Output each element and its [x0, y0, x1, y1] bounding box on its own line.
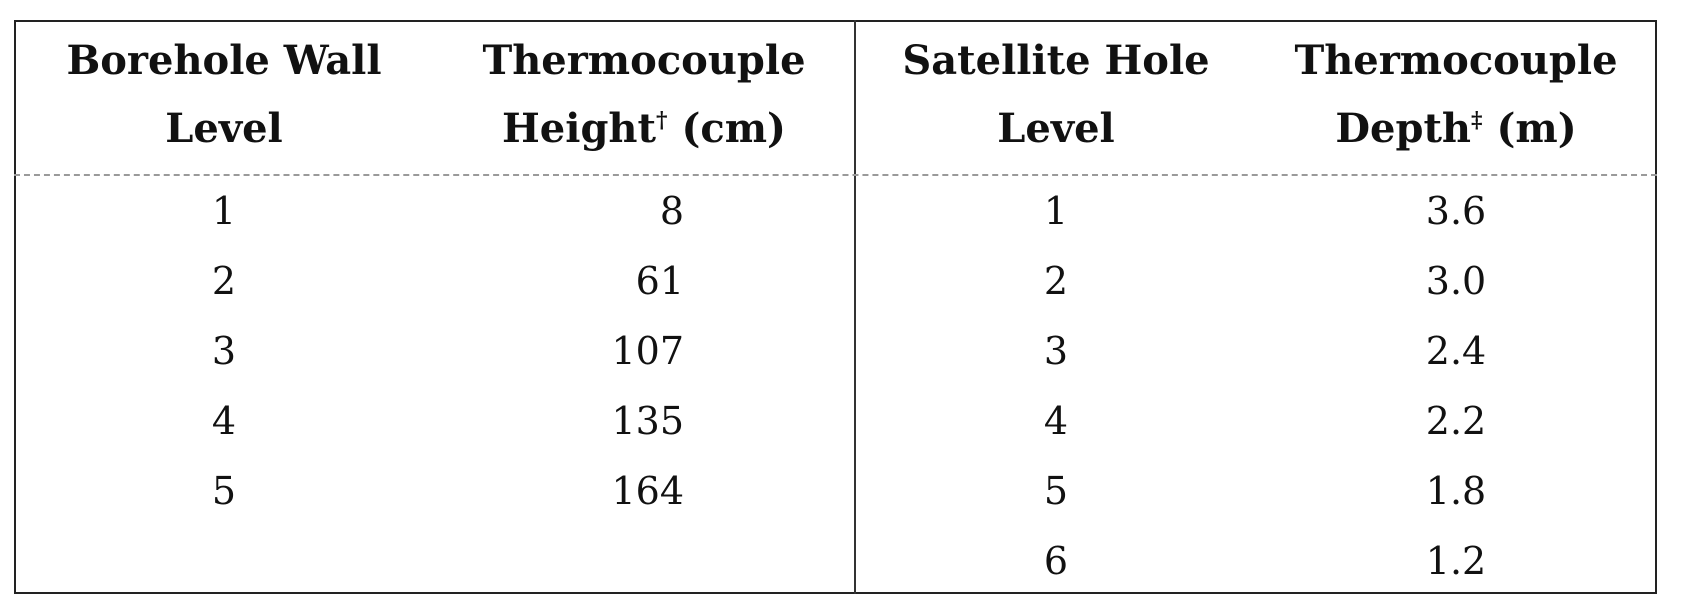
- right-depth-1: 3.6: [1425, 189, 1487, 233]
- header-depth-label: Depth: [1335, 105, 1472, 152]
- column-divider: [854, 20, 856, 594]
- right-depth-4: 2.2: [1425, 399, 1487, 443]
- header-rule: [14, 174, 1657, 176]
- right-depth-6: 1.2: [1425, 539, 1487, 583]
- left-height-4: 135: [611, 399, 684, 443]
- left-level-3: 3: [211, 329, 237, 373]
- header-thermocouple-right: Thermocouple: [1294, 37, 1618, 84]
- header-level-left: Level: [165, 105, 283, 152]
- table-frame: [14, 20, 1657, 594]
- right-level-3: 3: [1043, 329, 1069, 373]
- right-depth-3: 2.4: [1425, 329, 1487, 373]
- header-borehole-wall: Borehole Wall: [66, 37, 382, 84]
- left-height-1: 8: [659, 189, 684, 233]
- header-level-right: Level: [997, 105, 1115, 152]
- left-level-2: 2: [211, 259, 237, 303]
- left-height-3: 107: [611, 329, 684, 373]
- right-level-2: 2: [1043, 259, 1069, 303]
- dagger-mark: †: [655, 107, 668, 134]
- left-level-1: 1: [211, 189, 237, 233]
- header-depth-unit: Depth‡ (m): [1256, 106, 1656, 152]
- header-height-unit-label: (cm): [681, 105, 786, 152]
- left-level-5: 5: [211, 469, 237, 513]
- header-height-unit: Height† (cm): [434, 106, 854, 152]
- left-height-2: 61: [635, 259, 684, 303]
- header-depth-unit-label: (m): [1496, 105, 1577, 152]
- right-depth-5: 1.8: [1425, 469, 1487, 513]
- header-satellite-hole: Satellite Hole: [902, 37, 1210, 84]
- right-depth-2: 3.0: [1425, 259, 1487, 303]
- right-level-6: 6: [1043, 539, 1069, 583]
- right-level-1: 1: [1043, 189, 1069, 233]
- header-thermocouple-left: Thermocouple: [482, 37, 806, 84]
- left-level-4: 4: [211, 399, 237, 443]
- left-height-5: 164: [611, 469, 684, 513]
- right-level-4: 4: [1043, 399, 1069, 443]
- header-height-label: Height: [502, 105, 656, 152]
- double-dagger-mark: ‡: [1471, 107, 1483, 134]
- right-level-5: 5: [1043, 469, 1069, 513]
